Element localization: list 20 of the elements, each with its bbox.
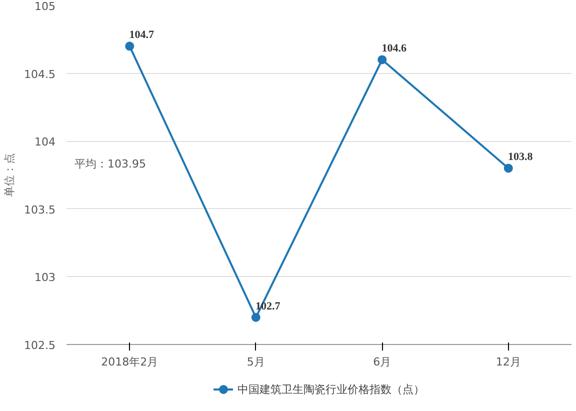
x-tick-label: 2018年2月	[101, 356, 158, 368]
point	[251, 312, 260, 322]
data-label: 104.6	[382, 42, 407, 55]
y-tick-label: 104	[34, 136, 56, 149]
y-axis-title: 单位：点	[3, 153, 16, 197]
legend-label: 中国建筑卫生陶瓷行业价格指数（点）	[238, 382, 424, 396]
data-label: 103.8	[508, 151, 534, 164]
y-tick-label: 105	[34, 0, 56, 13]
data-label: 104.7	[129, 29, 154, 42]
point	[504, 164, 513, 173]
annotation: 平均：103.95	[74, 157, 146, 170]
x-tick-label: 6月	[373, 356, 392, 368]
x-tick-label: 12月	[496, 356, 521, 368]
point	[125, 42, 134, 51]
y-tick-label: 104.5	[24, 68, 56, 81]
point	[378, 55, 387, 64]
y-tick-label: 103.5	[24, 203, 56, 216]
x-tick-label: 5月	[246, 356, 265, 368]
y-tick-label: 103	[34, 271, 56, 284]
y-tick-label: 102.5	[24, 339, 56, 352]
